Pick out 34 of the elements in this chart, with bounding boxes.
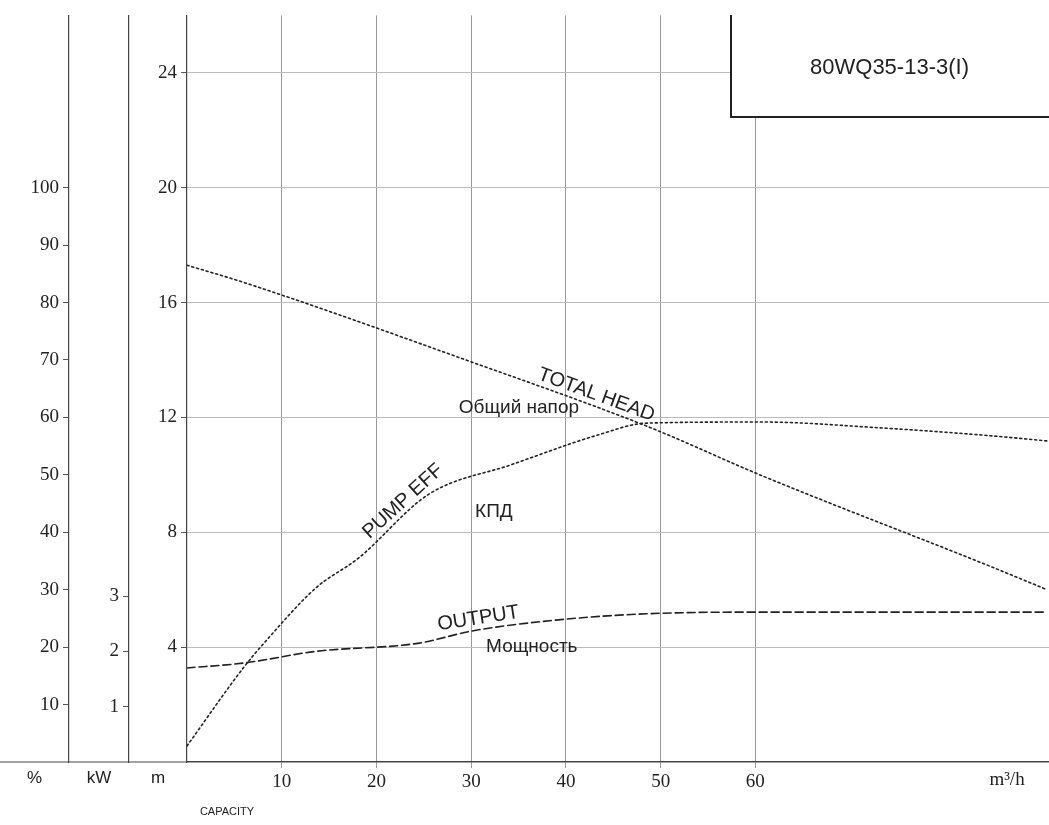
y2-axis-title: kW	[86, 767, 112, 787]
y-tick-label: 24	[158, 60, 178, 82]
y-tick-label: 8	[167, 520, 177, 542]
x-tick-label: 30	[461, 770, 481, 792]
y-tick-label: 12	[158, 405, 177, 427]
y2-tick-label: 2	[109, 639, 119, 661]
y-tick-label: 20	[158, 175, 177, 197]
annotation: Мощность	[486, 634, 578, 656]
text: CAPACITY	[199, 805, 255, 818]
y3-tick-label: 40	[40, 520, 59, 542]
y3-tick-label: 90	[40, 233, 59, 255]
annotation: КПД	[475, 500, 513, 522]
x-tick-label: 50	[651, 770, 671, 792]
y3-tick-label: 20	[40, 635, 59, 657]
y3-tick-label: 100	[30, 175, 59, 197]
y3-axis-title: %	[26, 767, 43, 787]
y3-tick-label: 60	[40, 405, 59, 427]
y3-tick-label: 50	[40, 462, 59, 484]
x-axis-title: m³/h	[989, 767, 1026, 789]
y3-tick-label: 10	[40, 692, 59, 714]
x-tick-label: 20	[366, 770, 386, 792]
y3-tick-label: 80	[40, 290, 59, 312]
annotation: Общий напор	[458, 395, 580, 417]
y-axis-title: m	[150, 767, 166, 787]
y-tick-label: 4	[167, 635, 178, 657]
x-tick-label: 60	[745, 770, 765, 792]
x-tick-label: 40	[556, 770, 576, 792]
y3-tick-label: 70	[40, 347, 59, 369]
text: OUTPUT	[435, 599, 521, 635]
y-tick-label: 16	[158, 290, 177, 312]
y3-tick-label: 30	[40, 577, 59, 599]
x-tick-label: 10	[272, 770, 292, 792]
y2-tick-label: 1	[109, 694, 119, 716]
y2-tick-label: 3	[109, 584, 119, 606]
